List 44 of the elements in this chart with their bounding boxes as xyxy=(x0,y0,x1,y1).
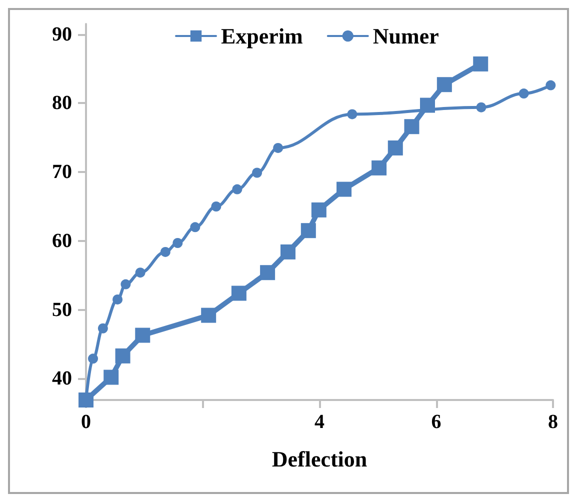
point xyxy=(336,182,352,197)
point xyxy=(135,268,146,278)
y-tick-label: 80 xyxy=(52,92,72,114)
point xyxy=(273,142,284,153)
point xyxy=(232,184,242,194)
x-axis-title: Deflection xyxy=(272,446,368,472)
point xyxy=(172,238,183,248)
point xyxy=(201,308,216,323)
point xyxy=(211,201,222,212)
y-tick-label: 60 xyxy=(52,230,72,252)
x-tick-label: 0 xyxy=(81,411,91,433)
point xyxy=(260,265,276,280)
point xyxy=(160,246,170,257)
point xyxy=(104,370,119,385)
point xyxy=(476,102,486,112)
point xyxy=(120,279,131,290)
point xyxy=(300,223,316,238)
point xyxy=(388,140,403,156)
y-tick-label: 90 xyxy=(52,23,72,46)
point xyxy=(473,56,488,72)
legend-label: Experim xyxy=(221,24,303,48)
point xyxy=(404,119,420,134)
y-tick-label: 40 xyxy=(52,368,72,390)
point xyxy=(135,328,150,343)
legend-label: Numer xyxy=(372,24,440,48)
point xyxy=(311,202,326,218)
x-tick-label: 8 xyxy=(548,411,558,433)
point xyxy=(546,80,556,90)
point xyxy=(518,88,529,99)
point xyxy=(115,348,130,364)
point xyxy=(280,244,296,260)
point xyxy=(347,109,358,120)
y-tick-label: 70 xyxy=(52,161,72,184)
y-tick-label: 50 xyxy=(52,298,72,321)
x-tick-label: 6 xyxy=(431,411,442,433)
point xyxy=(98,323,108,334)
point xyxy=(88,354,98,364)
point xyxy=(252,168,262,178)
point xyxy=(112,294,123,304)
point xyxy=(231,286,246,301)
point xyxy=(372,160,387,176)
x-tick-label: 4 xyxy=(314,411,324,433)
point xyxy=(436,77,452,92)
point xyxy=(190,222,200,232)
